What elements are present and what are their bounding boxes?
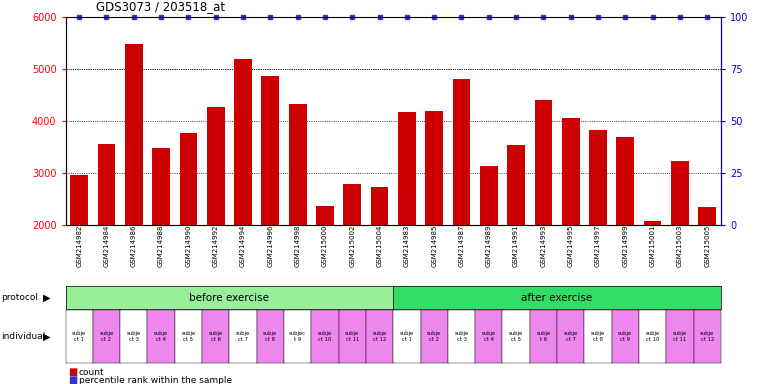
Text: percentile rank within the sample: percentile rank within the sample (79, 376, 232, 384)
Bar (70, 175, 88, 328)
Text: GSM214990: GSM214990 (185, 225, 191, 267)
Text: ▶: ▶ (43, 293, 51, 303)
Text: GSM214995: GSM214995 (567, 225, 574, 267)
Text: GSM214987: GSM214987 (459, 225, 464, 267)
Text: GSM214998: GSM214998 (295, 225, 301, 267)
Bar (589, 130, 607, 328)
Text: subje
ct 6: subje ct 6 (209, 331, 223, 342)
Text: GSM214986: GSM214986 (131, 225, 136, 267)
Text: GSM214999: GSM214999 (622, 225, 628, 267)
Text: subje
ct 4: subje ct 4 (154, 331, 168, 342)
Bar (261, 76, 279, 328)
Bar (644, 221, 662, 328)
Text: subje
ct 8: subje ct 8 (591, 331, 605, 342)
Text: ▶: ▶ (43, 331, 51, 341)
Text: subje
ct 5: subje ct 5 (181, 331, 196, 342)
Text: before exercise: before exercise (190, 293, 269, 303)
Bar (289, 104, 307, 328)
Bar (534, 100, 552, 328)
Text: subje
ct 12: subje ct 12 (372, 331, 387, 342)
Text: GSM215002: GSM215002 (349, 225, 355, 267)
Bar (398, 112, 416, 328)
Text: subje
ct 2: subje ct 2 (99, 331, 113, 342)
Text: GSM214985: GSM214985 (431, 225, 437, 267)
Text: subje
t 6: subje t 6 (537, 331, 550, 342)
Text: GSM214997: GSM214997 (595, 225, 601, 267)
Text: GSM215003: GSM215003 (677, 225, 683, 267)
Text: subje
ct 9: subje ct 9 (618, 331, 632, 342)
Bar (98, 144, 116, 328)
Text: subjec
t 9: subjec t 9 (289, 331, 306, 342)
Text: GSM214996: GSM214996 (268, 225, 274, 267)
Text: subje
ct 10: subje ct 10 (318, 331, 332, 342)
Text: GSM214994: GSM214994 (240, 225, 246, 267)
Text: subje
ct 12: subje ct 12 (700, 331, 715, 342)
Text: GSM215005: GSM215005 (704, 225, 710, 267)
Text: subje
ct 7: subje ct 7 (236, 331, 250, 342)
Text: subje
ct 11: subje ct 11 (345, 331, 359, 342)
Text: GDS3073 / 203518_at: GDS3073 / 203518_at (96, 0, 225, 13)
Text: protocol: protocol (2, 293, 39, 302)
Text: count: count (79, 368, 104, 377)
Text: subje
ct 3: subje ct 3 (454, 331, 469, 342)
Bar (125, 44, 143, 328)
Text: GSM214988: GSM214988 (158, 225, 164, 267)
Bar (152, 148, 170, 328)
Bar (343, 184, 361, 328)
Bar (480, 166, 497, 328)
Text: ■: ■ (68, 375, 77, 384)
Text: subje
ct 10: subje ct 10 (645, 331, 660, 342)
Bar (507, 145, 525, 328)
Bar (453, 79, 470, 328)
Bar (207, 108, 224, 328)
Text: GSM214983: GSM214983 (404, 225, 410, 267)
Bar (234, 59, 252, 328)
Text: individual: individual (2, 332, 46, 341)
Text: subje
ct 11: subje ct 11 (673, 331, 687, 342)
Text: subje
ct 8: subje ct 8 (263, 331, 278, 342)
Text: subje
ct 5: subje ct 5 (509, 331, 524, 342)
Bar (316, 206, 334, 328)
Text: ■: ■ (68, 367, 77, 377)
Bar (371, 187, 389, 328)
Text: GSM215004: GSM215004 (376, 225, 382, 267)
Bar (562, 118, 580, 328)
Text: after exercise: after exercise (521, 293, 593, 303)
Text: GSM214982: GSM214982 (76, 225, 82, 267)
Text: GSM214993: GSM214993 (540, 225, 547, 267)
Bar (426, 111, 443, 328)
Text: subje
ct 4: subje ct 4 (482, 331, 496, 342)
Text: subje
ct 3: subje ct 3 (126, 331, 141, 342)
Text: GSM215000: GSM215000 (322, 225, 328, 267)
Text: GSM215001: GSM215001 (650, 225, 655, 267)
Text: subje
ct 1: subje ct 1 (72, 331, 86, 342)
Text: GSM214984: GSM214984 (103, 225, 109, 267)
Bar (617, 137, 635, 328)
Bar (180, 133, 197, 328)
Bar (699, 207, 716, 328)
Text: subje
ct 2: subje ct 2 (427, 331, 441, 342)
Text: GSM214991: GSM214991 (513, 225, 519, 267)
Text: subje
ct 1: subje ct 1 (399, 331, 414, 342)
Text: GSM214989: GSM214989 (486, 225, 492, 267)
Text: subje
ct 7: subje ct 7 (564, 331, 577, 342)
Bar (671, 161, 689, 328)
Text: GSM214992: GSM214992 (213, 225, 219, 267)
